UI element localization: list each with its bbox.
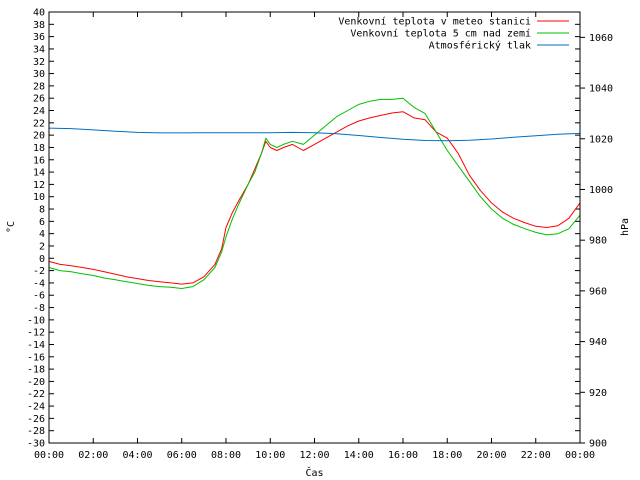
legend-label-3: Atmosférický tlak [429, 40, 531, 52]
y-left-tick-label: 24 [33, 106, 45, 117]
y-left-tick-label: -6 [33, 291, 45, 302]
y-left-tick-label: 36 [33, 32, 45, 43]
y-left-tick-label: 22 [33, 118, 45, 129]
x-axis-ticks: 00:00 02:00 04:00 06:00 08:00 10:00 12:00 14:00… [34, 12, 595, 461]
y-left-tick-label: -4 [33, 278, 45, 289]
y-right-tick-label: 1000 [589, 185, 613, 196]
x-tick-label: 18:00 [432, 450, 462, 461]
y-left-tick-label: 34 [33, 44, 45, 55]
y-left-tick-label: 8 [39, 205, 45, 216]
x-tick-label: 14:00 [344, 450, 374, 461]
y-right-tick-label: 940 [589, 337, 607, 348]
x-tick-label: 02:00 [78, 450, 108, 461]
y-left-tick-label: -20 [27, 377, 45, 388]
x-tick-label: 04:00 [122, 450, 152, 461]
y-right-tick-label: 900 [589, 439, 607, 450]
y-right-tick-label: 1060 [589, 33, 613, 44]
y-axis-left-title: °C [6, 221, 17, 233]
y-left-tick-label: 6 [39, 217, 45, 228]
series-line-2 [48, 97, 581, 289]
legend-label-2: Venkovní teplota 5 cm nad zemí [350, 28, 531, 40]
y-left-tick-label: -22 [27, 389, 45, 400]
x-tick-label: 00:00 [565, 450, 595, 461]
y-left-tick-label: -8 [33, 303, 45, 314]
x-tick-label: 20:00 [476, 450, 506, 461]
x-tick-label: 10:00 [255, 450, 285, 461]
y-left-tick-label: -14 [27, 340, 45, 351]
y-left-tick-label: -26 [27, 414, 45, 425]
series-line-3 [48, 127, 581, 142]
y-left-tick-label: 4 [39, 229, 45, 240]
y-left-tick-label: 30 [33, 69, 45, 80]
plot-frame [48, 11, 581, 444]
y-left-tick-label: -2 [33, 266, 45, 277]
y-left-tick-label: -28 [27, 426, 45, 437]
x-tick-label: 16:00 [388, 450, 418, 461]
x-tick-label: 12:00 [299, 450, 329, 461]
y-left-tick-label: 20 [33, 131, 45, 142]
y-left-tick-label: 18 [33, 143, 45, 154]
y-left-tick-label: 32 [33, 57, 45, 68]
x-tick-label: 06:00 [167, 450, 197, 461]
y-left-tick-label: 40 [33, 8, 45, 19]
y-left-tick-label: 38 [33, 20, 45, 31]
y-right-tick-label: 980 [589, 236, 607, 247]
y-left-tick-label: -18 [27, 365, 45, 376]
legend-label-1: Venkovní teplota v meteo stanici [338, 16, 531, 28]
y-left-tick-label: -30 [27, 439, 45, 450]
x-tick-label: 08:00 [211, 450, 241, 461]
series-layer [48, 97, 581, 289]
y-left-tick-label: 10 [33, 192, 45, 203]
x-tick-label: 22:00 [521, 450, 551, 461]
y-left-tick-label: 14 [33, 168, 45, 179]
y-left-tick-label: 26 [33, 94, 45, 105]
y-left-tick-label: 12 [33, 180, 45, 191]
y-axis-right-title: hPa [620, 218, 631, 236]
y-left-tick-label: 28 [33, 81, 45, 92]
y-right-tick-label: 960 [589, 286, 607, 297]
y-axis-right-ticks: 1060 1040 1020 1000 980 960 940 920 900 [580, 33, 613, 450]
series-line-1 [48, 111, 581, 285]
y-left-tick-label: -10 [27, 315, 45, 326]
x-axis-title: Čas [305, 466, 323, 479]
y-left-tick-label: 2 [39, 241, 45, 252]
legend: Venkovní teplota v meteo staniciVenkovní… [338, 16, 569, 52]
y-right-tick-label: 1020 [589, 134, 613, 145]
y-right-tick-label: 1040 [589, 84, 613, 95]
y-left-tick-label: -12 [27, 328, 45, 339]
y-right-tick-label: 920 [589, 388, 607, 399]
y-left-tick-label: -24 [27, 402, 45, 413]
y-axis-left-ticks: 4038363432302826242220181614121086420-2-… [27, 8, 580, 450]
y-left-tick-label: 16 [33, 155, 45, 166]
y-left-tick-label: 0 [39, 254, 45, 265]
y-left-tick-label: -16 [27, 352, 45, 363]
x-tick-label: 00:00 [34, 450, 64, 461]
